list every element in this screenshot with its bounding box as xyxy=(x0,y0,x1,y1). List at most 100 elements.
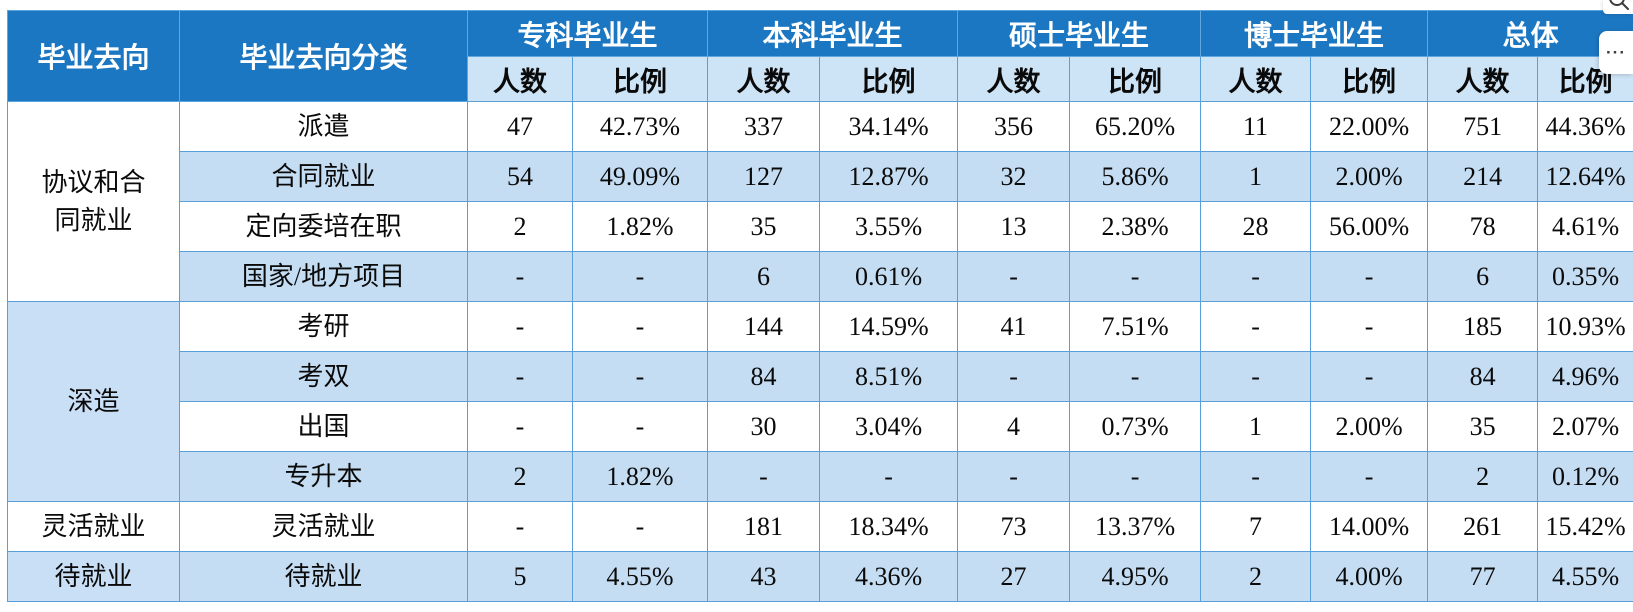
destination-group-cell: 深造 xyxy=(7,301,180,502)
value-cell: 2.38% xyxy=(1069,201,1202,252)
value-cell: 2 xyxy=(467,201,573,252)
value-cell: - xyxy=(1069,451,1202,502)
zoom-button[interactable] xyxy=(1603,0,1633,14)
value-cell: 4 xyxy=(957,401,1071,452)
subheader-count: 人数 xyxy=(707,56,821,102)
value-cell: 6 xyxy=(707,251,821,302)
value-cell: 1 xyxy=(1200,401,1312,452)
value-cell: 0.61% xyxy=(819,251,959,302)
destination-group-cell: 待就业 xyxy=(7,551,180,602)
category-cell: 国家/地方项目 xyxy=(179,251,468,302)
value-cell: - xyxy=(1310,251,1429,302)
value-cell: 43 xyxy=(707,551,821,602)
table-body: 协议和合同就业 派遣 47 42.73% 337 34.14% 356 65.20% 11 22.… xyxy=(7,101,1633,602)
value-cell: - xyxy=(467,501,573,552)
value-cell: - xyxy=(467,251,573,302)
value-cell: 185 xyxy=(1427,301,1539,352)
value-cell: - xyxy=(571,401,709,452)
employment-destination-table: 毕业去向 毕业去向分类 专科毕业生 本科毕业生 硕士毕业生 博士毕业生 总体 人… xyxy=(7,10,1633,602)
value-cell: 56.00% xyxy=(1310,201,1429,252)
value-cell: - xyxy=(571,501,709,552)
value-cell: 4.95% xyxy=(1069,551,1202,602)
value-cell: 13 xyxy=(957,201,1071,252)
group-header-associate: 专科毕业生 xyxy=(466,10,709,57)
group-header-master: 硕士毕业生 xyxy=(957,10,1202,57)
category-cell: 考研 xyxy=(179,301,468,352)
table-row: 专升本 2 1.82% - - - - - -2 0.12% xyxy=(8,451,1633,502)
value-cell: 32 xyxy=(957,151,1071,202)
category-cell: 合同就业 xyxy=(179,151,468,202)
value-cell: - xyxy=(957,251,1071,302)
table-row: 灵活就业 灵活就业 - -181 18.34% 73 13.37% 7 14.00% 261 15.… xyxy=(7,501,1633,552)
value-cell: 3.55% xyxy=(819,201,959,252)
value-cell: 47 xyxy=(467,101,573,152)
table-row: 国家/地方项目 - -6 0.61% - - - -6 0.35% xyxy=(8,251,1633,302)
value-cell: - xyxy=(571,251,709,302)
value-cell: 1.82% xyxy=(571,451,709,502)
value-cell: 751 xyxy=(1427,101,1539,152)
category-cell: 派遣 xyxy=(179,101,468,152)
value-cell: 65.20% xyxy=(1069,101,1202,152)
value-cell: 0.12% xyxy=(1537,451,1633,502)
col-header-destination: 毕业去向 xyxy=(7,10,180,102)
group-header-bachelor: 本科毕业生 xyxy=(707,10,959,57)
subheader-ratio: 比例 xyxy=(1069,56,1202,102)
value-cell: 35 xyxy=(707,201,821,252)
category-cell: 定向委培在职 xyxy=(179,201,468,252)
value-cell: - xyxy=(1310,301,1429,352)
value-cell: - xyxy=(571,351,709,402)
more-button[interactable]: ··· xyxy=(1599,31,1633,74)
value-cell: 15.42% xyxy=(1537,501,1633,552)
value-cell: 84 xyxy=(707,351,821,402)
value-cell: 28 xyxy=(1200,201,1312,252)
value-cell: 35 xyxy=(1427,401,1539,452)
value-cell: 261 xyxy=(1427,501,1539,552)
value-cell: 3.04% xyxy=(819,401,959,452)
value-cell: 27 xyxy=(957,551,1071,602)
value-cell: 0.73% xyxy=(1069,401,1202,452)
subheader-ratio: 比例 xyxy=(571,56,709,102)
value-cell: - xyxy=(1069,351,1202,402)
value-cell: 77 xyxy=(1427,551,1539,602)
value-cell: - xyxy=(1200,301,1312,352)
subheader-count: 人数 xyxy=(957,56,1071,102)
table-header: 毕业去向 毕业去向分类 专科毕业生 本科毕业生 硕士毕业生 博士毕业生 总体 人… xyxy=(7,10,1633,102)
destination-group-cell: 协议和合同就业 xyxy=(7,101,180,302)
value-cell: - xyxy=(1200,351,1312,402)
value-cell: 7.51% xyxy=(1069,301,1202,352)
value-cell: 73 xyxy=(957,501,1071,552)
value-cell: - xyxy=(571,301,709,352)
category-cell: 灵活就业 xyxy=(179,501,468,552)
value-cell: - xyxy=(467,301,573,352)
value-cell: 1 xyxy=(1200,151,1312,202)
category-cell: 出国 xyxy=(179,401,468,452)
value-cell: 214 xyxy=(1427,151,1539,202)
value-cell: 5.86% xyxy=(1069,151,1202,202)
value-cell: - xyxy=(819,451,959,502)
group-header-doctor: 博士毕业生 xyxy=(1200,10,1429,57)
value-cell: 18.34% xyxy=(819,501,959,552)
table-row: 协议和合同就业 派遣 47 42.73% 337 34.14% 356 65.20% 11 22.… xyxy=(7,101,1633,302)
value-cell: 12.87% xyxy=(819,151,959,202)
value-cell: 2.07% xyxy=(1537,401,1633,452)
value-cell: 2 xyxy=(467,451,573,502)
value-cell: - xyxy=(707,451,821,502)
value-cell: - xyxy=(467,351,573,402)
table-row: 合同就业 54 49.09% 127 12.87% 32 5.86% 1 2.00% 214 12.… xyxy=(8,151,1633,202)
value-cell: - xyxy=(1200,251,1312,302)
subheader-ratio: 比例 xyxy=(819,56,959,102)
subheader-count: 人数 xyxy=(1427,56,1539,102)
value-cell: 10.93% xyxy=(1537,301,1633,352)
value-cell: 84 xyxy=(1427,351,1539,402)
subheader-ratio: 比例 xyxy=(1310,56,1429,102)
category-cell: 考双 xyxy=(179,351,468,402)
value-cell: 78 xyxy=(1427,201,1539,252)
value-cell: 2.00% xyxy=(1310,401,1429,452)
subheader-count: 人数 xyxy=(467,56,573,102)
value-cell: 356 xyxy=(957,101,1071,152)
value-cell: 11 xyxy=(1200,101,1312,152)
category-cell: 待就业 xyxy=(179,551,468,602)
value-cell: 2 xyxy=(1200,551,1312,602)
value-cell: 4.61% xyxy=(1537,201,1633,252)
